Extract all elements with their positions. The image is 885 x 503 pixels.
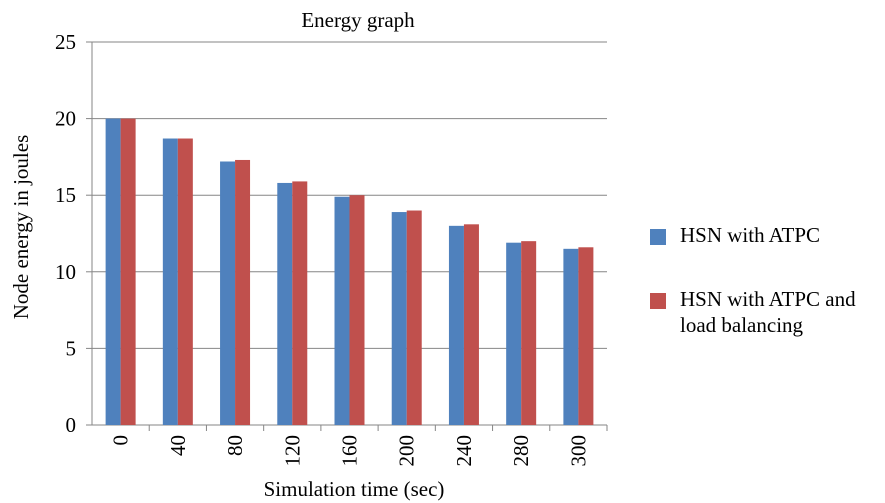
x-tick-label: 160	[338, 435, 362, 467]
x-tick-label: 200	[395, 435, 419, 467]
bar-hsn-atpc	[162, 138, 178, 426]
bar-hsn-atpc-load-balancing	[292, 181, 308, 425]
y-tick-label: 10	[55, 260, 76, 284]
x-tick-label: 300	[566, 435, 590, 467]
bar-hsn-atpc	[391, 212, 407, 425]
bar-hsn-atpc-load-balancing	[349, 195, 365, 425]
legend-label-line2: load balancing	[680, 313, 804, 337]
bar-hsn-atpc-load-balancing	[177, 138, 193, 426]
bar-hsn-atpc-load-balancing	[521, 241, 537, 425]
x-tick-label: 280	[509, 435, 533, 467]
x-tick-label: 40	[166, 435, 190, 456]
y-tick-labels: 0 5 10 15 20 25	[55, 30, 76, 437]
legend-swatch-blue	[650, 229, 666, 245]
x-tick-label: 120	[280, 435, 304, 467]
bar-hsn-atpc-load-balancing	[463, 224, 479, 425]
bar-hsn-atpc-load-balancing	[578, 247, 594, 425]
x-tick-labels: 0 40 80 120 160 200 240 280 300	[109, 435, 591, 467]
bar-hsn-atpc	[105, 118, 121, 425]
bar-hsn-atpc	[277, 182, 293, 425]
bar-hsn-atpc	[334, 196, 350, 425]
bar-hsn-atpc	[563, 248, 579, 425]
bar-hsn-atpc	[448, 225, 464, 425]
bar-hsn-atpc-load-balancing	[120, 118, 136, 425]
y-tick-label: 20	[55, 107, 76, 131]
legend-swatch-red	[650, 293, 666, 309]
legend: HSN with ATPC HSN with ATPC and load bal…	[650, 222, 885, 338]
bar-hsn-atpc	[506, 242, 522, 425]
x-tick-label: 0	[109, 435, 133, 446]
bars	[105, 118, 594, 426]
x-tick-label: 240	[452, 435, 476, 467]
y-tick-label: 0	[66, 413, 77, 437]
legend-item-hsn-atpc: HSN with ATPC	[650, 222, 885, 248]
x-tick-label: 80	[223, 435, 247, 456]
chart-title: Energy graph	[301, 8, 415, 32]
legend-label: HSN with ATPC	[680, 223, 821, 247]
y-axis-label: Node energy in joules	[9, 135, 33, 320]
y-tick-label: 25	[55, 30, 76, 54]
bar-hsn-atpc	[220, 161, 236, 425]
bar-hsn-atpc-load-balancing	[406, 210, 422, 425]
bar-hsn-atpc-load-balancing	[235, 159, 251, 426]
y-tick-label: 15	[55, 183, 76, 207]
y-tick-label: 5	[66, 336, 77, 360]
legend-label-line1: HSN with ATPC and	[680, 287, 856, 311]
legend-item-hsn-atpc-load-balancing: HSN with ATPC and load balancing	[650, 286, 885, 338]
x-axis-label: Simulation time (sec)	[264, 477, 445, 501]
